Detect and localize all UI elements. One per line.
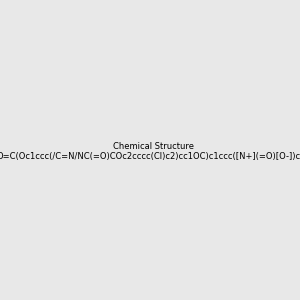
Text: Chemical Structure
O=C(Oc1ccc(/C=N/NC(=O)COc2cccc(Cl)c2)cc1OC)c1ccc([N+](=O)[O-]: Chemical Structure O=C(Oc1ccc(/C=N/NC(=O… xyxy=(0,142,300,161)
